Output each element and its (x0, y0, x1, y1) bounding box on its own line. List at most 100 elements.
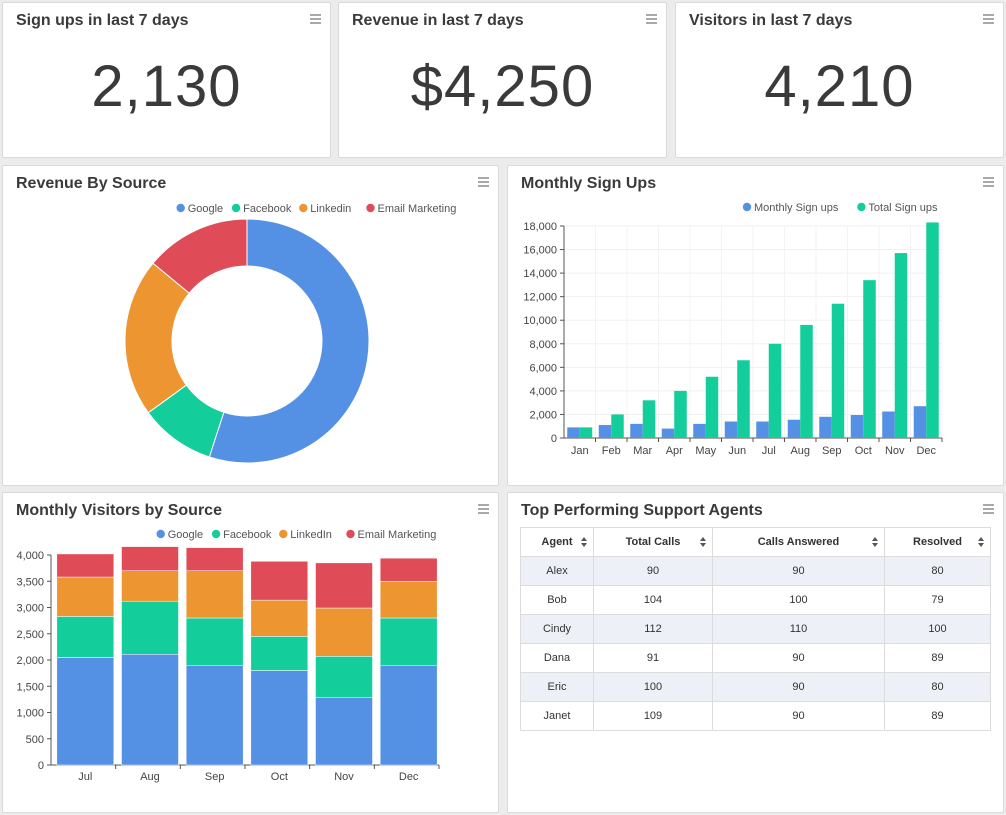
menu-icon[interactable] (646, 14, 657, 24)
legend-item-google[interactable]: Google (156, 529, 204, 541)
legend-marker (857, 202, 866, 212)
bar-facebook-sep[interactable] (185, 617, 244, 666)
bar-facebook-aug[interactable] (121, 600, 179, 655)
bar-google-oct[interactable] (250, 670, 309, 766)
legend-label: Linkedin (310, 203, 351, 215)
legend-label: Google (168, 529, 203, 541)
column-header-resolved[interactable]: Resolved (884, 527, 991, 557)
bar-linkedin-aug[interactable] (121, 570, 179, 602)
legend-label: LinkedIn (290, 529, 332, 541)
bar-email-marketing-dec[interactable] (379, 557, 438, 582)
bar-email-marketing-jul[interactable] (56, 553, 115, 578)
bar-facebook-oct[interactable] (250, 636, 309, 671)
legend-item-linkedin[interactable]: Linkedin (299, 203, 351, 215)
donut-slice-google[interactable] (208, 218, 370, 464)
menu-icon[interactable] (478, 504, 489, 514)
bar-monthly-sign-ups-may[interactable] (693, 423, 706, 438)
bar-monthly-sign-ups-apr[interactable] (661, 428, 675, 438)
x-tick-label: Jun (728, 445, 746, 457)
menu-icon[interactable] (983, 177, 994, 187)
bar-total-sign-ups-aug[interactable] (800, 324, 813, 438)
legend-item-facebook[interactable]: Facebook (211, 529, 272, 541)
bar-facebook-dec[interactable] (379, 617, 438, 666)
bar-total-sign-ups-mar[interactable] (642, 400, 656, 438)
bar-linkedin-sep[interactable] (185, 570, 244, 619)
bar-monthly-sign-ups-aug[interactable] (787, 419, 801, 438)
column-header-calls-answered[interactable]: Calls Answered (712, 527, 885, 557)
column-header-agent[interactable]: Agent (520, 527, 594, 557)
bar-linkedin-jul[interactable] (56, 576, 115, 617)
legend-item-linkedin[interactable]: LinkedIn (279, 529, 332, 541)
sort-icon[interactable] (581, 537, 587, 547)
bar-total-sign-ups-oct[interactable] (863, 280, 876, 438)
bar-email-marketing-sep[interactable] (185, 547, 244, 572)
table-cell: 100 (712, 585, 885, 615)
bar-total-sign-ups-nov[interactable] (894, 253, 908, 438)
bar-google-dec[interactable] (379, 665, 438, 766)
column-header-total-calls[interactable]: Total Calls (593, 527, 713, 557)
legend-item-email-marketing[interactable]: Email Marketing (346, 529, 436, 541)
legend-item-facebook[interactable]: Facebook (231, 203, 292, 215)
table-cell: 100 (884, 614, 991, 644)
bar-monthly-sign-ups-feb[interactable] (598, 425, 612, 438)
bar-total-sign-ups-may[interactable] (705, 376, 719, 438)
bar-total-sign-ups-jun[interactable] (737, 360, 750, 438)
legend-marker (742, 202, 752, 212)
bar-google-aug[interactable] (121, 653, 179, 766)
column-header-label: Resolved (913, 536, 962, 548)
legend-marker (211, 529, 221, 539)
bar-monthly-sign-ups-mar[interactable] (630, 423, 643, 438)
legend-marker (279, 529, 288, 539)
table-row: Cindy 112 110 100 (520, 614, 991, 644)
bar-total-sign-ups-jan[interactable] (579, 427, 593, 438)
table-cell: 109 (593, 701, 713, 731)
y-tick-label: 18,000 (523, 221, 557, 233)
bar-google-sep[interactable] (185, 665, 244, 766)
legend-item-total-sign-ups[interactable]: Total Sign ups (857, 202, 938, 214)
bar-linkedin-oct[interactable] (250, 599, 309, 637)
y-tick-label: 12,000 (523, 292, 557, 304)
bar-monthly-sign-ups-oct[interactable] (850, 415, 864, 438)
sort-icon[interactable] (872, 537, 878, 547)
x-tick-label: Dec (399, 771, 419, 783)
bar-google-jul[interactable] (56, 657, 115, 766)
bar-total-sign-ups-sep[interactable] (831, 303, 845, 438)
legend-item-google[interactable]: Google (176, 203, 224, 215)
bar-monthly-sign-ups-jul[interactable] (756, 421, 769, 438)
bar-email-marketing-oct[interactable] (250, 561, 309, 601)
x-tick-label: Oct (855, 445, 872, 457)
table-cell: 79 (884, 585, 991, 615)
donut-slice-email-marketing[interactable] (152, 218, 248, 294)
bar-linkedin-dec[interactable] (379, 581, 438, 619)
table-header-row: Agent Total Calls Calls Answered Resolve… (520, 527, 991, 557)
bar-monthly-sign-ups-jun[interactable] (724, 421, 738, 438)
bar-total-sign-ups-jul[interactable] (768, 343, 782, 438)
monthly-signups-panel: Monthly Sign Ups Monthly Sign ups Total S… (507, 165, 1004, 486)
sort-icon[interactable] (700, 537, 706, 547)
bar-google-nov[interactable] (315, 697, 373, 766)
column-header-label: Agent (541, 536, 573, 548)
bar-monthly-sign-ups-jan[interactable] (567, 427, 580, 438)
legend-item-monthly-sign-ups[interactable]: Monthly Sign ups (742, 202, 839, 214)
bar-email-marketing-nov[interactable] (315, 562, 373, 609)
bar-facebook-nov[interactable] (315, 656, 373, 698)
x-tick-label: Jul (762, 445, 776, 457)
menu-icon[interactable] (310, 14, 321, 24)
bar-total-sign-ups-feb[interactable] (611, 414, 624, 438)
bar-email-marketing-aug[interactable] (121, 546, 179, 571)
x-tick-label: Aug (140, 771, 160, 783)
menu-icon[interactable] (478, 177, 489, 187)
menu-icon[interactable] (983, 14, 994, 24)
bar-total-sign-ups-apr[interactable] (674, 390, 687, 438)
menu-icon[interactable] (983, 504, 994, 514)
bar-facebook-jul[interactable] (56, 616, 115, 658)
legend-item-email-marketing[interactable]: Email Marketing (366, 203, 456, 215)
bar-linkedin-nov[interactable] (315, 607, 373, 657)
bar-total-sign-ups-dec[interactable] (926, 222, 939, 438)
x-tick-label: Jan (571, 445, 589, 457)
sort-icon[interactable] (978, 537, 984, 547)
bar-monthly-sign-ups-dec[interactable] (913, 406, 927, 438)
bar-monthly-sign-ups-nov[interactable] (882, 411, 895, 439)
x-tick-label: Sep (205, 771, 225, 783)
bar-monthly-sign-ups-sep[interactable] (819, 416, 832, 438)
